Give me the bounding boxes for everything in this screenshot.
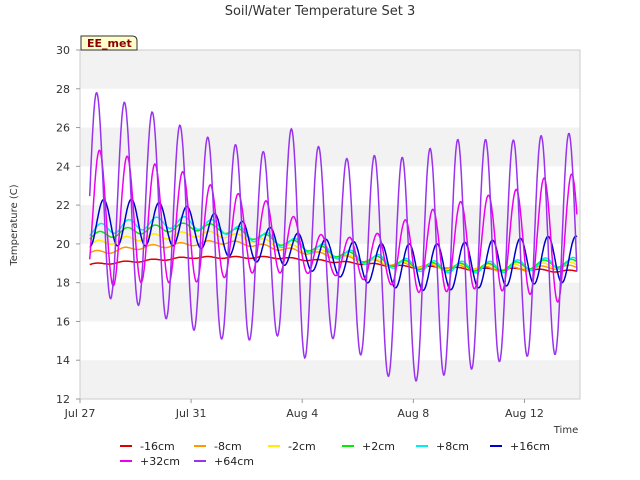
plot-area [79, 49, 581, 400]
grid-band [80, 127, 580, 167]
legend-entry: -2cm [288, 440, 316, 453]
legend-entry: +16cm [510, 440, 550, 453]
x-tick-label: Aug 4 [286, 407, 318, 420]
y-tick-label: 30 [56, 44, 70, 57]
legend-entry: +8cm [436, 440, 469, 453]
legend-entry: -8cm [214, 440, 242, 453]
grid-band [80, 360, 580, 399]
y-tick-label: 26 [56, 122, 70, 135]
legend-entry: +2cm [362, 440, 395, 453]
legend-entry: +64cm [214, 455, 254, 468]
legend-entry: -16cm [140, 440, 175, 453]
grid-band [80, 50, 580, 89]
series-lines [88, 91, 578, 382]
x-tick-label: Aug 12 [505, 407, 544, 420]
plot-background-bands [80, 50, 580, 399]
x-tick-label: Jul 27 [64, 407, 96, 420]
y-tick-label: 18 [56, 277, 70, 290]
y-tick-label: 20 [56, 238, 70, 251]
y-axis: 12 14 16 18 20 22 24 26 28 30 [56, 44, 80, 406]
site-badge: EE_met [80, 35, 138, 51]
site-badge-label: EE_met [87, 37, 132, 50]
x-tick-label: Jul 31 [175, 407, 207, 420]
legend-entry: +32cm [140, 455, 180, 468]
series-line-8cm [89, 215, 578, 274]
y-tick-label: 14 [56, 354, 70, 367]
y-tick-label: 24 [56, 160, 70, 173]
site-badge-box [80, 35, 138, 51]
chart-title: Soil/Water Temperature Set 3 [225, 4, 416, 19]
y-tick-label: 12 [56, 393, 70, 406]
legend: -16cm -8cm -2cm +2cm +8cm +16cm +32cm +64cm [120, 440, 550, 468]
y-tick-label: 28 [56, 83, 70, 96]
y-axis-label: Temperature (C) [9, 184, 20, 266]
y-tick-label: 16 [56, 315, 70, 328]
x-axis: Jul 27 Jul 31 Aug 4 Aug 8 Aug 12 [64, 399, 544, 420]
x-tick-label: Aug 8 [397, 407, 429, 420]
series-line-64cm [88, 91, 578, 382]
y-tick-label: 22 [56, 199, 70, 212]
x-axis-label: Time [553, 425, 578, 436]
